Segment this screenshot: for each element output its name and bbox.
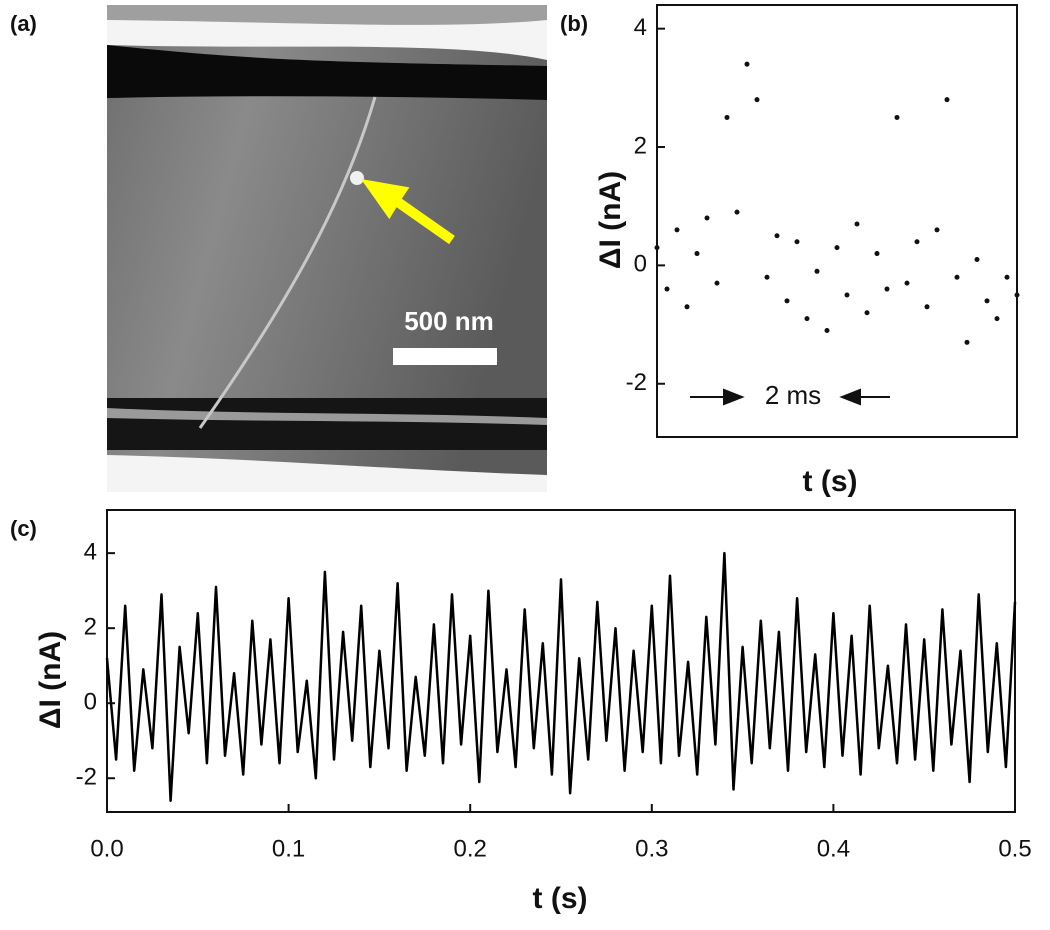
x-tick-label: 0.1 xyxy=(272,835,305,862)
point xyxy=(914,239,920,245)
point xyxy=(814,268,820,274)
point xyxy=(754,97,760,103)
point xyxy=(684,304,690,310)
y-tick-label: 0 xyxy=(84,689,97,716)
x-tick-label: 0.3 xyxy=(635,835,668,862)
point xyxy=(884,286,890,292)
y-axis-label: ΔI (nA) xyxy=(34,631,67,729)
trace xyxy=(105,551,1017,802)
point xyxy=(984,298,990,304)
point xyxy=(934,227,940,233)
y-tick-label: -2 xyxy=(76,764,97,791)
annotation-arrow xyxy=(839,388,890,406)
x-tick-label: 0.0 xyxy=(90,835,123,862)
point xyxy=(954,274,960,280)
point xyxy=(1014,292,1020,298)
point xyxy=(714,280,720,286)
x-axis-label: t (s) xyxy=(533,882,588,915)
point xyxy=(774,233,780,239)
panel-label: (c) xyxy=(10,516,37,541)
annotation: 2 ms xyxy=(765,380,821,410)
plot-frame xyxy=(656,4,1018,438)
point xyxy=(894,114,900,120)
point xyxy=(734,209,740,215)
image-panel: 500 nm (a) xyxy=(10,5,547,492)
particle xyxy=(350,171,364,185)
point xyxy=(664,286,670,292)
y-tick-label: 2 xyxy=(634,132,647,159)
point xyxy=(784,298,790,304)
point xyxy=(1004,274,1010,280)
point xyxy=(874,251,880,257)
point xyxy=(994,316,1000,322)
y-tick-label: -2 xyxy=(626,369,647,396)
point xyxy=(794,239,800,245)
y-tick-label: 2 xyxy=(84,614,97,641)
point xyxy=(724,114,730,120)
scale-bar xyxy=(393,348,497,365)
point xyxy=(904,280,910,286)
point xyxy=(704,215,710,221)
x-tick-label: 0.2 xyxy=(454,835,487,862)
point xyxy=(694,251,700,257)
point xyxy=(824,327,830,333)
y-tick-label: 4 xyxy=(84,538,97,565)
point xyxy=(844,292,850,298)
point xyxy=(764,274,770,280)
x-tick-label: 0.4 xyxy=(817,835,850,862)
arrow xyxy=(360,179,455,245)
panel-label: (b) xyxy=(560,11,588,36)
electrode-texture xyxy=(107,5,547,25)
x-tick-label: 0.5 xyxy=(998,835,1031,862)
point xyxy=(864,310,870,316)
nanotube xyxy=(198,96,377,429)
gap-bottom xyxy=(107,398,547,450)
annotation-arrow xyxy=(690,388,745,406)
y-tick-label: 0 xyxy=(634,251,647,278)
y-axis-label: ΔI (nA) xyxy=(594,171,627,269)
y-tick-label: 4 xyxy=(634,14,647,41)
scale-bar-label: 500 nm xyxy=(404,306,494,336)
panel-label: (a) xyxy=(10,11,37,36)
edge-streak xyxy=(107,408,547,425)
point xyxy=(654,245,660,251)
point xyxy=(964,339,970,345)
point xyxy=(944,97,950,103)
point xyxy=(854,221,860,227)
point xyxy=(974,256,980,262)
gap-top xyxy=(107,45,547,100)
point xyxy=(744,61,750,67)
point xyxy=(804,316,810,322)
electrode-bottom xyxy=(107,455,547,492)
x-axis-label: t (s) xyxy=(803,465,858,498)
point xyxy=(674,227,680,233)
point xyxy=(834,245,840,251)
point xyxy=(924,304,930,310)
